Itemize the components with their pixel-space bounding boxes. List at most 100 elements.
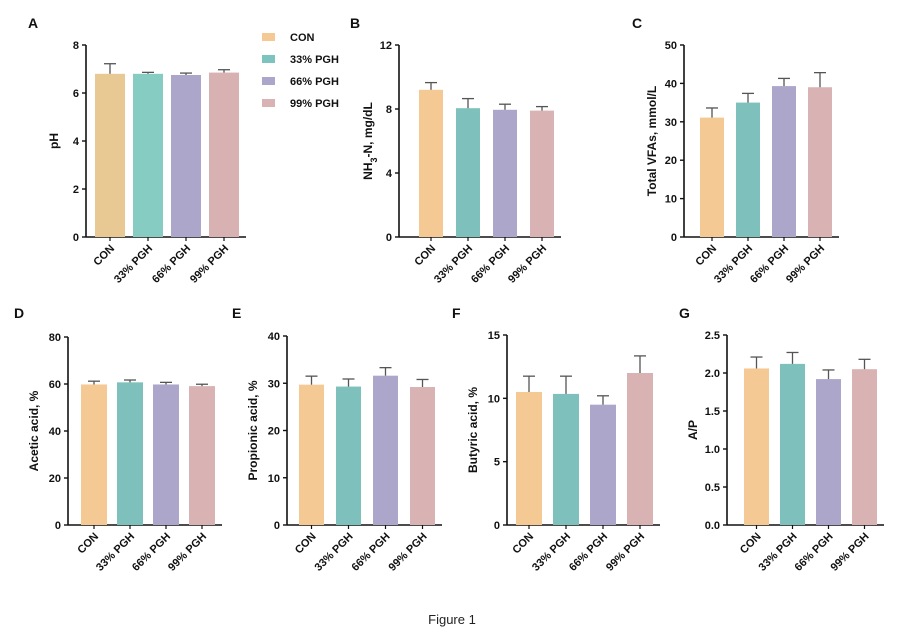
y-tick-label: 0 <box>274 520 280 532</box>
bar <box>590 404 616 525</box>
bar <box>133 73 163 237</box>
y-axis-label: pH <box>47 133 61 149</box>
bar <box>373 375 398 525</box>
y-tick-label: 60 <box>49 379 61 391</box>
bar <box>153 384 179 525</box>
bar <box>81 384 107 525</box>
legend-swatch <box>262 77 275 85</box>
bar <box>852 369 877 525</box>
category-label: CON <box>293 531 319 557</box>
panel-letter: E <box>232 305 241 321</box>
y-tick-label: 8 <box>73 40 79 52</box>
y-tick-label: 0.0 <box>705 520 720 532</box>
category-label: 66% PGH <box>567 531 610 574</box>
y-tick-label: 20 <box>665 155 677 167</box>
y-tick-label: 30 <box>268 378 280 390</box>
y-axis-label: NH3-N, mg/dL <box>361 102 379 180</box>
bar <box>95 73 125 237</box>
y-tick-label: 0 <box>73 232 79 244</box>
y-tick-label: 2 <box>73 184 79 196</box>
panel-letter: C <box>632 15 642 31</box>
category-label: CON <box>510 531 536 557</box>
category-label: 33% PGH <box>432 243 475 286</box>
category-label: CON <box>738 531 764 557</box>
y-axis-label: Acetic acid, % <box>27 390 41 471</box>
y-tick-label: 4 <box>73 136 80 148</box>
category-label: 99% PGH <box>188 243 231 286</box>
y-tick-label: 10 <box>268 473 280 485</box>
bar <box>744 368 769 525</box>
y-axis-label: A/P <box>686 420 700 440</box>
bar <box>816 379 841 525</box>
bar <box>627 373 653 525</box>
y-tick-label: 4 <box>386 168 393 180</box>
bar <box>336 386 361 525</box>
legend-label: 66% PGH <box>290 76 339 88</box>
figure-caption: Figure 1 <box>428 612 476 627</box>
bar <box>117 382 143 525</box>
y-tick-label: 1.5 <box>705 406 720 418</box>
y-tick-label: 10 <box>665 194 677 206</box>
category-label: CON <box>91 243 117 269</box>
bar <box>808 87 832 238</box>
y-tick-label: 8 <box>386 104 392 116</box>
panel-letter: B <box>350 15 360 31</box>
category-label: 99% PGH <box>387 531 430 574</box>
panel-letter: G <box>679 305 690 321</box>
y-tick-label: 20 <box>268 426 280 438</box>
y-tick-label: 15 <box>488 330 500 342</box>
category-label: 33% PGH <box>530 531 573 574</box>
y-axis-label: Butyric acid, % <box>466 387 480 473</box>
y-tick-label: 80 <box>49 332 61 344</box>
y-tick-label: 0 <box>55 520 61 532</box>
y-tick-label: 6 <box>73 88 79 100</box>
category-label: CON <box>412 243 438 269</box>
y-tick-label: 2.0 <box>705 368 720 380</box>
category-label: 99% PGH <box>829 531 872 574</box>
category-label: 66% PGH <box>150 243 193 286</box>
y-axis-label: Total VFAs, mmol/L <box>645 86 659 196</box>
category-label: 99% PGH <box>604 531 647 574</box>
y-tick-label: 0 <box>671 232 677 244</box>
category-label: 99% PGH <box>784 243 827 286</box>
bar <box>553 393 579 525</box>
y-tick-label: 0 <box>386 232 392 244</box>
y-tick-label: 5 <box>494 457 500 469</box>
category-label: 33% PGH <box>112 243 155 286</box>
legend-label: CON <box>290 32 315 44</box>
category-label: 99% PGH <box>166 531 209 574</box>
legend: CON 33% PGH 66% PGH 99% PGH <box>262 32 339 110</box>
bar <box>736 102 760 237</box>
y-tick-label: 0 <box>494 520 500 532</box>
bar <box>772 86 796 237</box>
bar <box>456 108 480 237</box>
legend-swatch <box>262 33 275 41</box>
y-tick-label: 0.5 <box>705 482 720 494</box>
legend-label: 33% PGH <box>290 54 339 66</box>
legend-swatch <box>262 55 275 63</box>
y-axis-label: Propionic acid, % <box>246 380 260 480</box>
y-tick-label: 40 <box>665 78 677 90</box>
bar <box>530 110 554 237</box>
bar <box>189 386 215 525</box>
y-tick-label: 2.5 <box>705 330 720 342</box>
category-label: 33% PGH <box>313 531 356 574</box>
y-tick-label: 40 <box>49 426 61 438</box>
y-tick-label: 30 <box>665 117 677 129</box>
panel-letter: F <box>452 305 461 321</box>
category-label: 66% PGH <box>350 531 393 574</box>
bar <box>171 75 201 237</box>
bar <box>700 117 724 237</box>
bar <box>516 392 542 525</box>
bar <box>299 384 324 525</box>
y-tick-label: 20 <box>49 473 61 485</box>
y-tick-label: 50 <box>665 40 677 52</box>
